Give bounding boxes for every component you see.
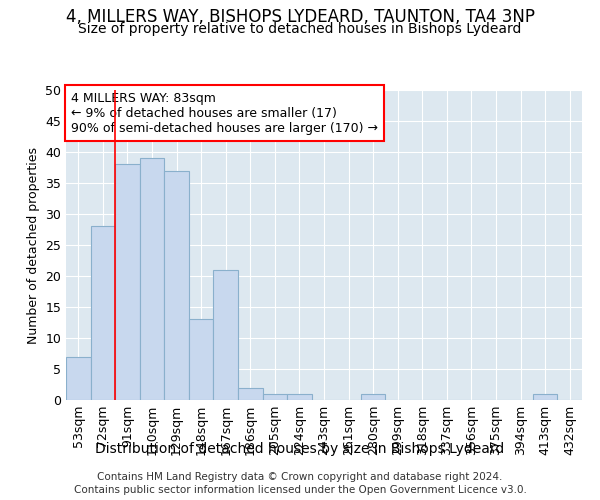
Bar	[238, 388, 263, 400]
Bar	[533, 394, 557, 400]
Bar	[214, 270, 238, 400]
Bar	[140, 158, 164, 400]
Bar	[189, 320, 214, 400]
Bar	[287, 394, 312, 400]
Y-axis label: Number of detached properties: Number of detached properties	[26, 146, 40, 344]
Bar	[361, 394, 385, 400]
Bar	[91, 226, 115, 400]
Text: 4, MILLERS WAY, BISHOPS LYDEARD, TAUNTON, TA4 3NP: 4, MILLERS WAY, BISHOPS LYDEARD, TAUNTON…	[65, 8, 535, 26]
Bar	[66, 356, 91, 400]
Bar	[164, 170, 189, 400]
Text: Contains HM Land Registry data © Crown copyright and database right 2024.: Contains HM Land Registry data © Crown c…	[97, 472, 503, 482]
Bar	[115, 164, 140, 400]
Text: 4 MILLERS WAY: 83sqm
← 9% of detached houses are smaller (17)
90% of semi-detach: 4 MILLERS WAY: 83sqm ← 9% of detached ho…	[71, 92, 378, 134]
Text: Contains public sector information licensed under the Open Government Licence v3: Contains public sector information licen…	[74, 485, 526, 495]
Text: Size of property relative to detached houses in Bishops Lydeard: Size of property relative to detached ho…	[79, 22, 521, 36]
Bar	[263, 394, 287, 400]
Text: Distribution of detached houses by size in Bishops Lydeard: Distribution of detached houses by size …	[95, 442, 505, 456]
